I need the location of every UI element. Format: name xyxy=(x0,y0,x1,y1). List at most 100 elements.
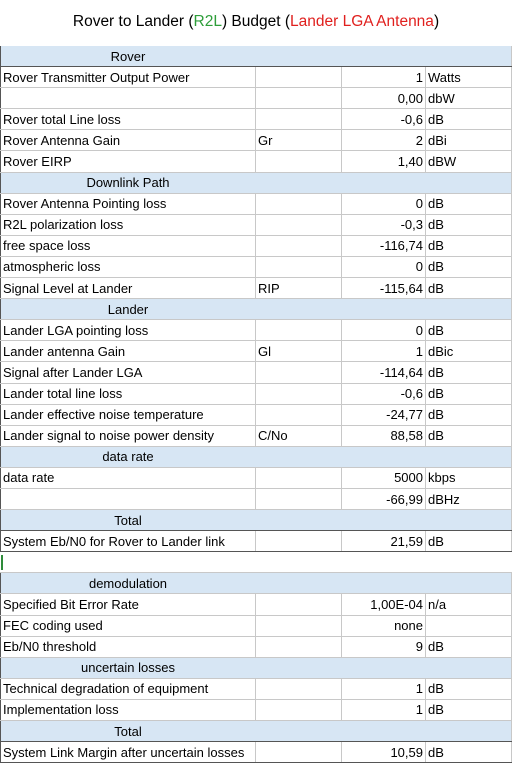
symbol-cell[interactable] xyxy=(258,151,341,171)
unit-cell[interactable]: dB xyxy=(428,364,444,380)
unit-cell[interactable] xyxy=(427,616,512,636)
symbol-cell[interactable] xyxy=(258,742,341,762)
unit-cell[interactable]: dB xyxy=(428,744,444,760)
unit-cell[interactable]: kbps xyxy=(428,470,456,486)
value-cell[interactable]: -0,6 xyxy=(400,111,423,127)
symbol-cell[interactable] xyxy=(258,109,341,129)
symbol-cell[interactable] xyxy=(258,362,341,382)
unit-cell[interactable]: dB xyxy=(428,407,444,423)
unit-cell[interactable]: dB xyxy=(428,533,444,549)
value-cell[interactable]: 0,00 xyxy=(397,90,423,106)
symbol-cell[interactable] xyxy=(258,194,341,214)
symbol-cell[interactable] xyxy=(258,594,341,614)
symbol-cell[interactable] xyxy=(258,531,341,551)
parameter-name-cell[interactable]: Rover Transmitter Output Power xyxy=(3,69,190,85)
value-cell[interactable]: 1,00E-04 xyxy=(370,596,423,612)
value-cell[interactable]: 5000 xyxy=(394,470,423,486)
value-cell[interactable]: 0 xyxy=(415,259,423,275)
symbol-cell[interactable] xyxy=(258,679,341,699)
symbol-cell[interactable] xyxy=(258,67,341,87)
value-cell[interactable]: 21,59 xyxy=(390,533,423,549)
unit-cell[interactable]: dB xyxy=(428,639,444,655)
value-cell[interactable]: 1 xyxy=(415,702,423,718)
parameter-name-cell[interactable]: Lander LGA pointing loss xyxy=(3,322,149,338)
parameter-name-cell[interactable] xyxy=(3,489,253,509)
symbol-cell[interactable] xyxy=(258,637,341,657)
value-cell[interactable]: none xyxy=(394,618,423,634)
symbol-cell[interactable] xyxy=(258,616,341,636)
value-cell[interactable]: -116,74 xyxy=(379,238,423,254)
unit-cell[interactable]: dB xyxy=(428,280,444,296)
parameter-name-cell[interactable]: Rover Antenna Gain xyxy=(3,132,121,148)
parameter-name-cell[interactable]: System Link Margin after uncertain losse… xyxy=(3,744,245,760)
parameter-name-cell[interactable]: data rate xyxy=(3,470,55,486)
symbol-cell[interactable] xyxy=(258,489,341,509)
unit-cell[interactable]: dB xyxy=(428,681,444,697)
symbol-cell[interactable]: C/No xyxy=(258,428,288,444)
symbol-cell[interactable] xyxy=(258,384,341,404)
unit-cell[interactable]: dB xyxy=(428,702,444,718)
unit-cell[interactable]: Watts xyxy=(428,69,461,85)
value-cell[interactable]: -114,64 xyxy=(379,364,423,380)
unit-cell[interactable]: dB xyxy=(428,111,444,127)
parameter-name-cell[interactable]: Rover total Line loss xyxy=(3,111,121,127)
symbol-cell[interactable] xyxy=(258,236,341,256)
parameter-name-cell[interactable]: Lander antenna Gain xyxy=(3,343,126,359)
parameter-name-cell[interactable]: FEC coding used xyxy=(3,618,103,634)
parameter-name-cell[interactable]: Specified Bit Error Rate xyxy=(3,596,139,612)
parameter-name-cell[interactable]: Technical degradation of equipment xyxy=(3,681,209,697)
parameter-name-cell[interactable]: Rover Antenna Pointing loss xyxy=(3,196,167,212)
value-cell[interactable]: -115,64 xyxy=(379,280,423,296)
unit-cell[interactable]: n/a xyxy=(428,596,447,612)
unit-cell[interactable]: dBic xyxy=(428,343,454,359)
symbol-cell[interactable] xyxy=(258,320,341,340)
parameter-name-cell[interactable]: R2L polarization loss xyxy=(3,217,124,233)
symbol-cell[interactable]: Gr xyxy=(258,132,273,148)
unit-cell[interactable]: dBW xyxy=(428,154,457,170)
symbol-cell[interactable] xyxy=(258,468,341,488)
symbol-cell[interactable]: RIP xyxy=(258,280,280,296)
unit-cell[interactable]: dB xyxy=(428,386,444,402)
parameter-name-cell[interactable]: System Eb/N0 for Rover to Lander link xyxy=(3,533,225,549)
value-cell[interactable]: 88,58 xyxy=(390,428,423,444)
value-cell[interactable]: -0,3 xyxy=(400,217,423,233)
unit-cell[interactable]: dB xyxy=(428,322,444,338)
parameter-name-cell[interactable]: Implementation loss xyxy=(3,702,119,718)
parameter-name-cell[interactable] xyxy=(3,88,253,108)
parameter-name-cell[interactable]: Signal after Lander LGA xyxy=(3,364,143,380)
value-cell[interactable]: 10,59 xyxy=(390,744,423,760)
value-cell[interactable]: 0 xyxy=(415,322,423,338)
value-cell[interactable]: 9 xyxy=(415,639,423,655)
value-cell[interactable]: 1 xyxy=(415,69,423,85)
parameter-name-cell[interactable]: free space loss xyxy=(3,238,91,254)
unit-cell[interactable]: dB xyxy=(428,238,444,254)
unit-cell[interactable]: dBHz xyxy=(428,491,460,507)
symbol-cell[interactable] xyxy=(258,405,341,425)
value-cell[interactable]: 1 xyxy=(415,343,423,359)
parameter-name-cell[interactable]: Rover EIRP xyxy=(3,154,72,170)
parameter-name-cell[interactable]: Lander total line loss xyxy=(3,386,123,402)
value-cell[interactable]: 1 xyxy=(415,681,423,697)
value-cell[interactable]: 0 xyxy=(415,196,423,212)
value-cell[interactable]: -24,77 xyxy=(386,407,423,423)
parameter-name-cell[interactable]: Lander effective noise temperature xyxy=(3,407,204,423)
parameter-name-cell[interactable]: Signal Level at Lander xyxy=(3,280,133,296)
symbol-cell[interactable] xyxy=(258,215,341,235)
unit-cell[interactable]: dB xyxy=(428,217,444,233)
value-cell[interactable]: -0,6 xyxy=(400,386,423,402)
parameter-name-cell[interactable]: Eb/N0 threshold xyxy=(3,639,97,655)
parameter-name-cell[interactable]: atmospheric loss xyxy=(3,259,101,275)
value-cell[interactable]: 2 xyxy=(415,132,423,148)
value-cell[interactable]: 1,40 xyxy=(397,154,423,170)
unit-cell[interactable]: dB xyxy=(428,196,444,212)
value-cell[interactable]: -66,99 xyxy=(386,491,423,507)
unit-cell[interactable]: dB xyxy=(428,259,444,275)
symbol-cell[interactable]: Gl xyxy=(258,343,271,359)
symbol-cell[interactable] xyxy=(258,88,341,108)
unit-cell[interactable]: dBi xyxy=(428,132,447,148)
unit-cell[interactable]: dbW xyxy=(428,90,455,106)
unit-cell[interactable]: dB xyxy=(428,428,444,444)
symbol-cell[interactable] xyxy=(258,700,341,720)
parameter-name-cell[interactable]: Lander signal to noise power density xyxy=(3,428,215,444)
symbol-cell[interactable] xyxy=(258,257,341,277)
